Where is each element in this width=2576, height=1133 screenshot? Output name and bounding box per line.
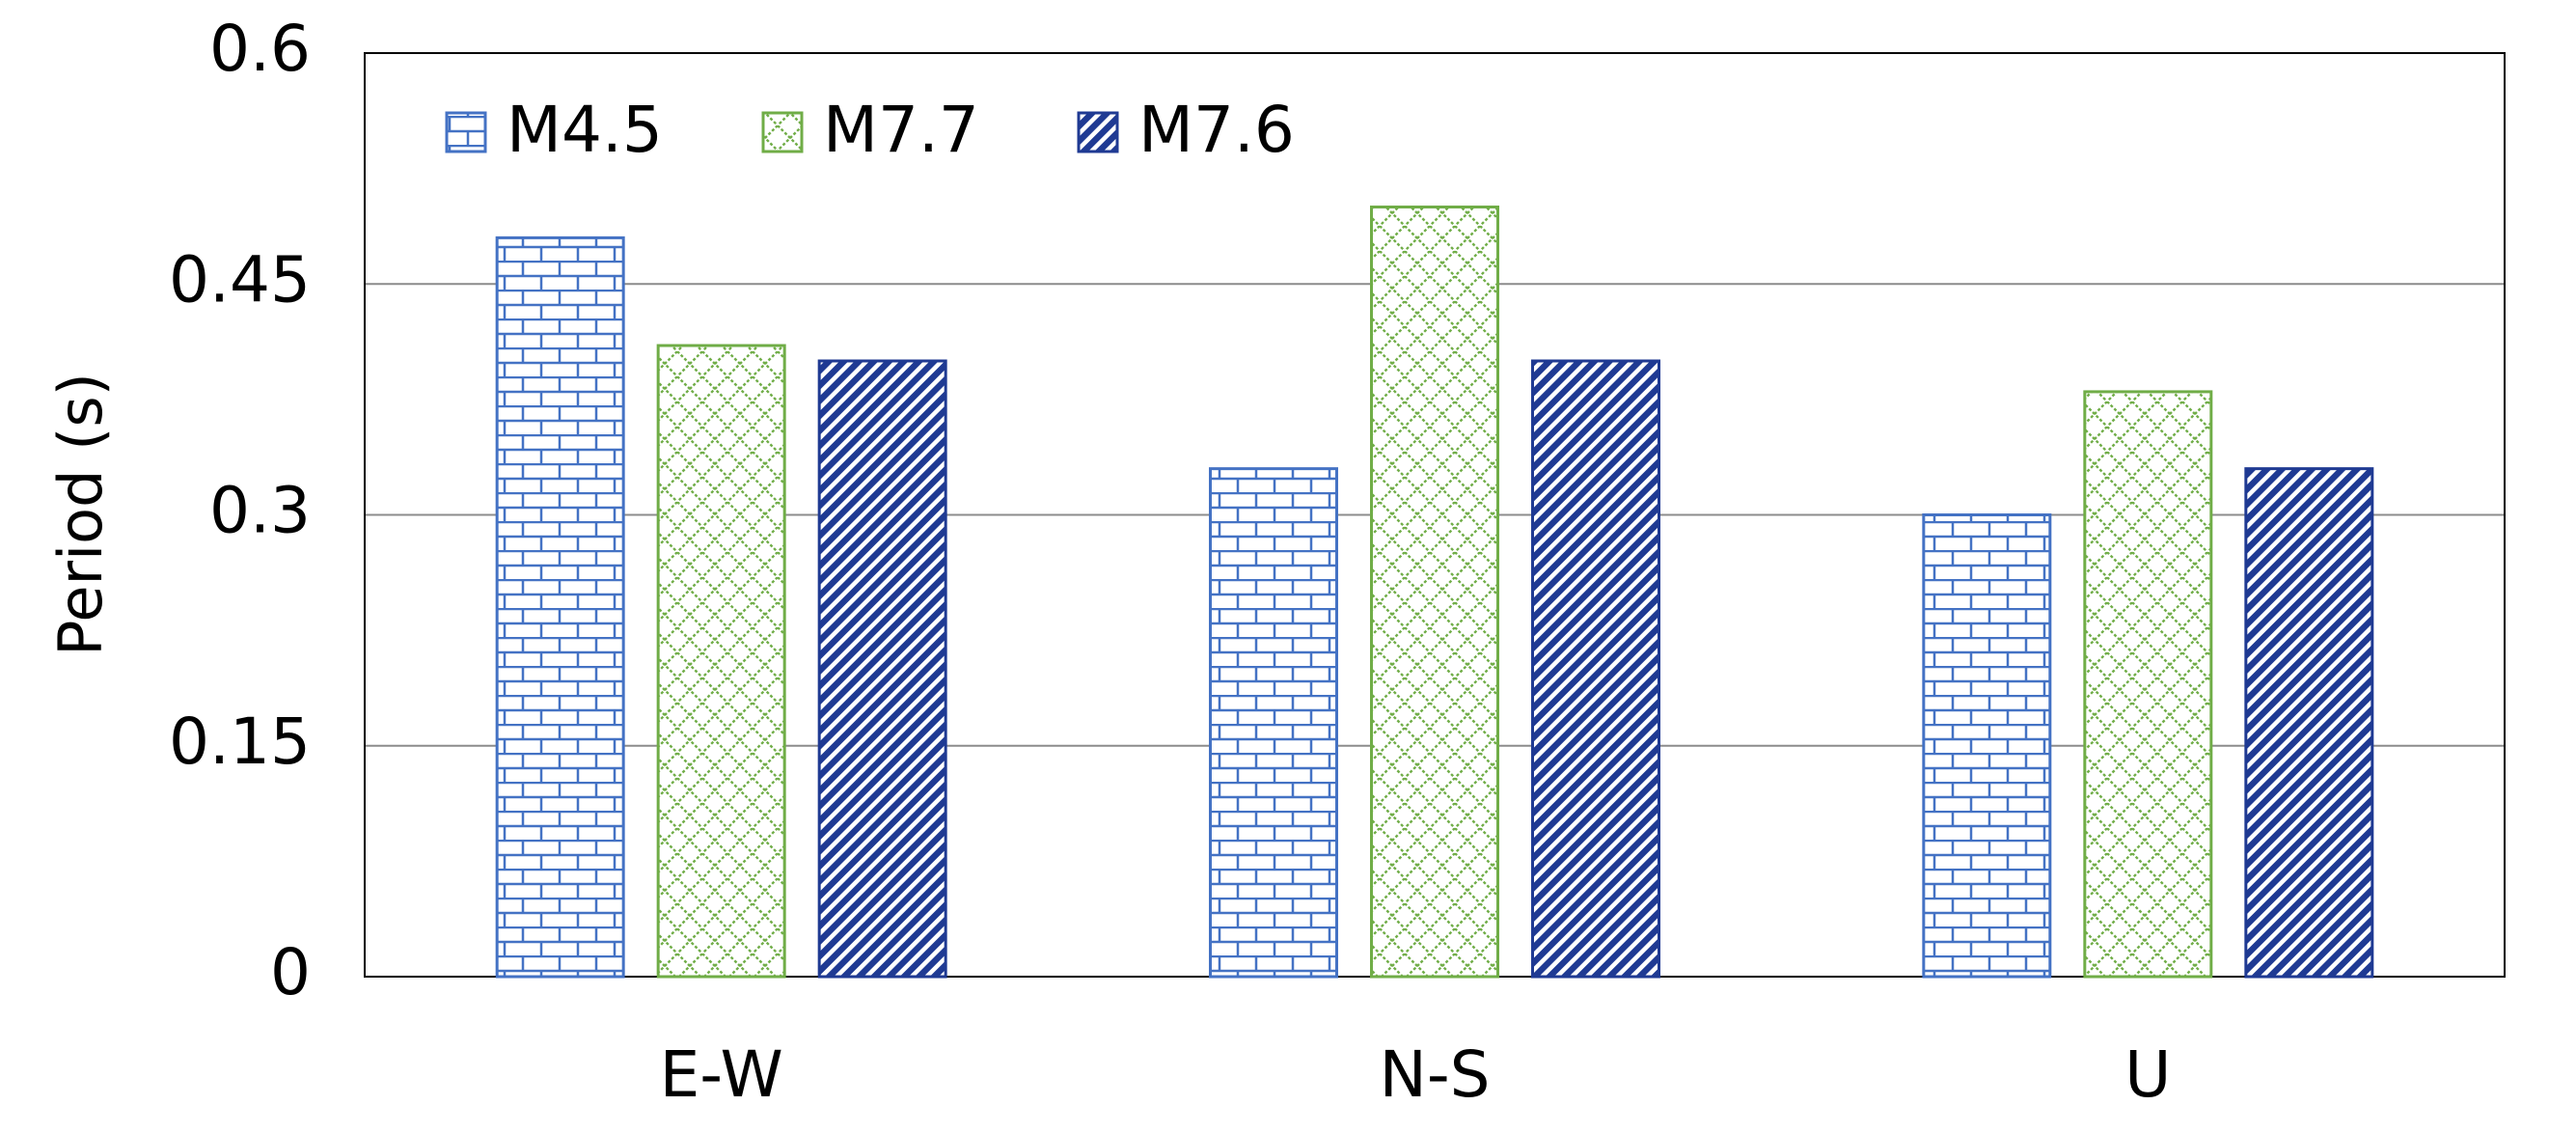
legend-label: M7.7 xyxy=(823,93,979,167)
legend-label: M7.6 xyxy=(1138,93,1295,167)
legend-swatch xyxy=(1077,111,1119,153)
bar-m7-7-e-w xyxy=(656,344,786,979)
bar-m4-5-u xyxy=(1922,513,2052,979)
bar-m4-5-n-s xyxy=(1209,467,1338,979)
bar-m7-7-u xyxy=(2083,390,2213,979)
legend-swatch xyxy=(761,111,804,153)
y-tick-label: 0 xyxy=(270,935,311,1009)
bar-m7-6-n-s xyxy=(1531,359,1660,979)
y-tick-label: 0.45 xyxy=(169,242,311,317)
bar-m4-5-e-w xyxy=(495,235,625,979)
legend-swatch xyxy=(445,111,487,153)
y-tick-label: 0.6 xyxy=(209,12,311,86)
bar-m7-6-e-w xyxy=(817,359,947,979)
x-category-label: U xyxy=(2124,1037,2171,1112)
bar-m7-6-u xyxy=(2244,467,2374,979)
y-tick-label: 0.15 xyxy=(169,705,311,779)
x-category-label: E-W xyxy=(660,1037,783,1112)
legend-label: M4.5 xyxy=(507,93,663,167)
x-category-label: N-S xyxy=(1379,1037,1490,1112)
y-axis-title: Period (s) xyxy=(45,373,116,656)
y-tick-label: 0.3 xyxy=(209,474,311,548)
bar-m7-7-n-s xyxy=(1370,206,1499,979)
